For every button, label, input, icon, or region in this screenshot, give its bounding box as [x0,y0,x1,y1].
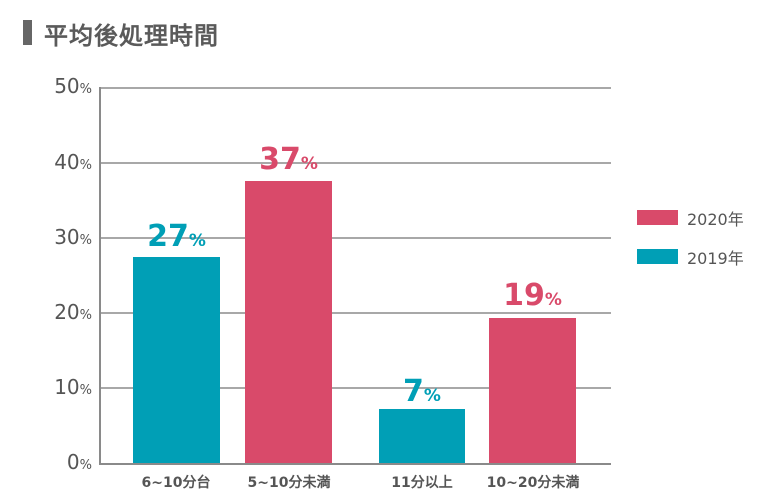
bar-11min-over-2019 [379,409,465,463]
x-label-6-10min: 6~10分台 [141,475,211,491]
legend-swatch-2019 [637,249,678,264]
legend-label-2020: 2020年 [687,210,744,229]
value-label-7: 7% [403,374,441,409]
bar-6-10min-2019 [133,257,220,463]
plot-area: 27% 37% 7% 19% [99,87,611,465]
gridline-40 [99,162,611,164]
y-tick-50: 50% [54,74,92,98]
x-axis [99,463,611,465]
value-label-37: 37% [259,142,318,177]
gridline-20 [99,312,611,314]
value-label-19: 19% [503,278,562,313]
title-marker [23,20,32,45]
gridline-30 [99,237,611,239]
y-tick-0: 0% [66,450,92,474]
chart-title: 平均後処理時間 [44,22,219,50]
y-tick-10: 10% [54,375,92,399]
x-label-10-20min: 10~20分未満 [486,475,580,491]
gridline-50 [99,87,611,89]
y-tick-40: 40% [54,150,92,174]
x-label-5-10min: 5~10分未満 [247,475,331,491]
y-tick-30: 30% [54,225,92,249]
bar-5-10min-2020 [245,181,332,463]
x-label-11min-over: 11分以上 [391,475,453,491]
gridline-10 [99,387,611,389]
y-tick-20: 20% [54,300,92,324]
y-axis [99,87,101,464]
value-label-27: 27% [147,219,206,254]
legend-label-2019: 2019年 [687,249,744,268]
bar-10-20min-2020 [489,318,576,463]
legend-swatch-2020 [637,210,678,225]
